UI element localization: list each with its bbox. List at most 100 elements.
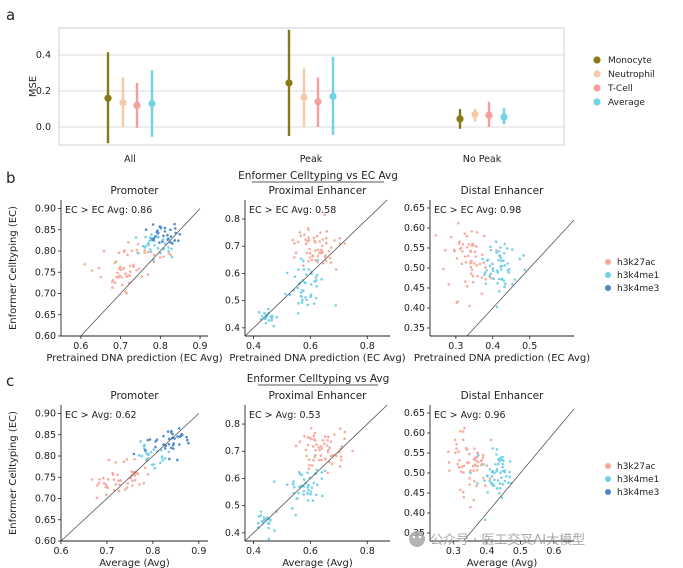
scatter-point-h3k4me1 — [285, 483, 289, 487]
y-tick-label: 0.5 — [225, 501, 240, 512]
scatter-point-h3k4me1 — [267, 522, 271, 525]
scatter-point-h3k27ac — [320, 458, 323, 462]
scatter-point-h3k4me1 — [306, 499, 310, 502]
scatter-point-h3k27ac — [340, 445, 344, 448]
legend-marker-h3k4me3 — [605, 285, 611, 291]
stat-annotation: EC > EC Avg: 0.86 — [65, 205, 152, 216]
scatter-point-h3k27ac — [126, 482, 130, 485]
scatter-point-h3k4me1 — [306, 303, 310, 307]
legend-marker-h3k4me3 — [605, 489, 611, 495]
scatter-point-h3k27ac — [120, 276, 124, 279]
scatter-point-h3k27ac — [118, 265, 122, 269]
scatter-point-h3k4me1 — [320, 477, 324, 480]
scatter-point-h3k27ac — [122, 460, 126, 464]
scatter-point-h3k27ac — [467, 461, 471, 465]
legend-a-label: Neutrophil — [608, 70, 655, 80]
scatter-point-h3k27ac — [118, 274, 122, 277]
scatter-point-h3k27ac — [305, 251, 309, 255]
scatter-point-h3k4me3 — [176, 435, 179, 438]
scatter-point-h3k4me1 — [290, 507, 294, 510]
scatter-point-h3k27ac — [351, 449, 354, 453]
chart-title: Distal Enhancer — [461, 390, 545, 402]
scatter-point-h3k27ac — [461, 430, 465, 433]
scatter-point-h3k27ac — [308, 463, 311, 467]
scatter-point-h3k27ac — [326, 444, 329, 447]
scatter-point-h3k27ac — [473, 479, 476, 483]
scatter-point-h3k4me1 — [488, 468, 492, 471]
scatter-point-h3k4me1 — [150, 233, 153, 236]
scatter-point-h3k27ac — [306, 443, 310, 447]
scatter-point-h3k4me1 — [297, 491, 300, 495]
scatter-point-h3k27ac — [143, 466, 147, 470]
scatter-point-h3k4me1 — [140, 454, 144, 458]
panel-label-b: b — [6, 169, 16, 187]
group-title-c: Enformer Celltyping vs Avg — [247, 373, 390, 385]
scatter-point-h3k4me1 — [170, 247, 173, 251]
x-tick-label: 0.8 — [145, 546, 160, 557]
scatter-point-h3k27ac — [306, 435, 310, 439]
scatter-point-h3k4me1 — [491, 269, 495, 273]
scatter-point-h3k4me1 — [503, 242, 506, 246]
scatter-point-h3k27ac — [329, 440, 333, 443]
scatter-point-h3k4me3 — [153, 235, 157, 238]
scatter-point-h3k4me1 — [311, 499, 315, 502]
identity-line — [60, 413, 200, 542]
scatter-point-h3k27ac — [484, 484, 487, 487]
scatter-point-h3k4me1 — [297, 302, 300, 305]
chart-a-mean-point-neutrophil — [471, 110, 479, 118]
scatter-point-h3k4me1 — [518, 257, 522, 261]
scatter-point-h3k4me1 — [499, 471, 502, 474]
scatter-point-h3k4me1 — [267, 319, 271, 322]
scatter-point-h3k4me1 — [310, 486, 314, 490]
wechat-icon — [409, 531, 425, 547]
scatter-point-h3k4me1 — [505, 247, 509, 250]
scatter-point-h3k4me1 — [484, 282, 488, 285]
scatter-point-h3k27ac — [462, 495, 466, 499]
scatter-point-h3k4me1 — [141, 244, 145, 248]
wechat-icon-eye-left — [412, 535, 416, 539]
scatter-point-h3k27ac — [305, 454, 308, 458]
scatter-point-h3k4me1 — [489, 272, 493, 276]
panel-label-c: c — [6, 372, 14, 390]
scatter-point-h3k4me1 — [267, 307, 270, 311]
scatter-point-h3k27ac — [111, 473, 115, 476]
scatter-point-h3k27ac — [461, 438, 465, 442]
scatter-point-h3k27ac — [312, 434, 316, 438]
scatter-point-h3k27ac — [475, 484, 478, 488]
scatter-point-h3k27ac — [302, 264, 305, 267]
scatter-point-h3k27ac — [469, 505, 472, 509]
legend-a-marker — [593, 84, 601, 92]
scatter-point-h3k27ac — [463, 232, 467, 235]
scatter-point-h3k4me1 — [500, 458, 503, 461]
scatter-point-h3k4me1 — [496, 271, 500, 274]
y-tick-label: 0.4 — [225, 323, 240, 334]
y-tick-label: 0.90 — [35, 204, 56, 215]
scatter-point-h3k4me3 — [167, 437, 171, 441]
scatter-point-h3k4me3 — [166, 430, 170, 433]
scatter-point-h3k27ac — [460, 262, 464, 266]
scatter-point-h3k27ac — [339, 458, 343, 462]
x-tick-label: 0.6 — [73, 341, 88, 352]
scatter-point-h3k4me1 — [293, 275, 297, 278]
scatter-point-h3k27ac — [133, 457, 136, 461]
scatter-point-h3k27ac — [125, 486, 129, 489]
scatter-point-h3k27ac — [312, 458, 315, 462]
y-tick-label: 0.80 — [35, 451, 56, 462]
scatter-point-h3k27ac — [119, 479, 122, 482]
scatter-point-h3k27ac — [310, 464, 314, 467]
scatter-point-h3k4me1 — [305, 298, 309, 302]
y-tick-label: 0.50 — [404, 263, 425, 274]
scatter-point-h3k27ac — [308, 256, 311, 259]
chart-b-promoter: Promoter 0.60 0.65 0.70 0.75 0.80 0.85 0.90 0.6 0… — [8, 185, 223, 364]
scatter-point-h3k4me1 — [273, 529, 276, 532]
scatter-point-h3k4me1 — [263, 311, 266, 315]
scatter-point-h3k27ac — [152, 260, 156, 264]
chart-title: Promoter — [110, 185, 159, 197]
scatter-point-h3k27ac — [469, 249, 472, 253]
scatter-point-h3k27ac — [96, 484, 99, 487]
scatter-point-h3k27ac — [321, 238, 325, 241]
scatter-point-h3k27ac — [325, 229, 329, 233]
scatter-point-h3k27ac — [328, 460, 331, 464]
scatter-point-h3k27ac — [457, 221, 460, 225]
scatter-point-h3k27ac — [326, 438, 329, 442]
